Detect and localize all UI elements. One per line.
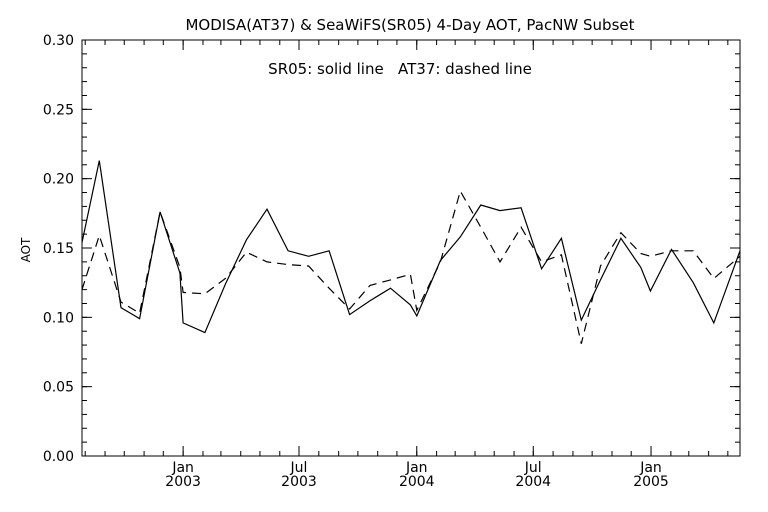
- series-lines: [81, 160, 741, 344]
- y-tick-label: 0.15: [43, 241, 74, 257]
- y-axis-label: AOT: [19, 237, 33, 262]
- y-tick-label: 0.00: [43, 449, 74, 465]
- x-tick-month-label: Jan: [405, 460, 428, 476]
- y-tick-label: 0.20: [43, 172, 74, 188]
- x-tick-year-label: 2003: [165, 474, 201, 490]
- plot-frame: [81, 39, 741, 457]
- chart-title: MODISA(AT37) & SeaWiFS(SR05) 4-Day AOT, …: [185, 16, 634, 34]
- x-tick-month-label: Jan: [171, 460, 194, 476]
- y-tick-label: 0.30: [43, 33, 74, 49]
- x-tick-year-label: 2004: [399, 474, 435, 490]
- legend-annotation: SR05: solid line AT37: dashed line: [268, 60, 532, 78]
- x-tick-year-label: 2004: [515, 474, 551, 490]
- x-tick-month-label: Jul: [524, 460, 542, 476]
- x-tick-year-label: 2003: [281, 474, 317, 490]
- series-line-sr05: [81, 160, 741, 334]
- x-tick-month-label: Jul: [290, 460, 308, 476]
- x-tick-month-label: Jan: [639, 460, 662, 476]
- y-tick-label: 0.10: [43, 310, 74, 326]
- y-tick-label: 0.25: [43, 102, 74, 118]
- y-axis: 0.00 0.05 0.10 0.15 0.20 0.25 0.30: [43, 33, 740, 465]
- x-tick-year-label: 2005: [633, 474, 669, 490]
- y-tick-label: 0.05: [43, 380, 74, 396]
